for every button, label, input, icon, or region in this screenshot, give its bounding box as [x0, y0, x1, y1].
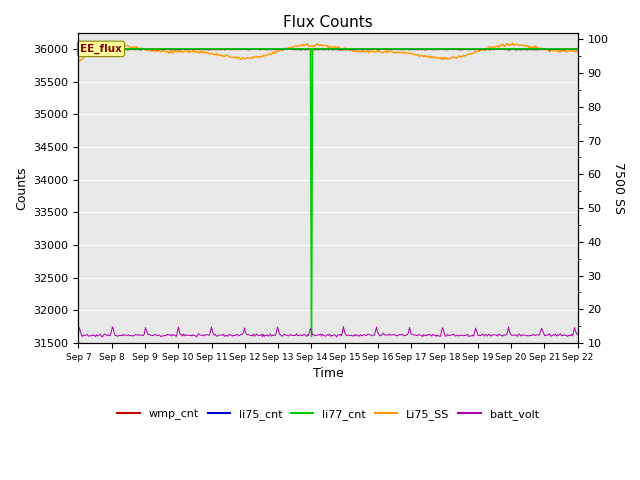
Title: Flux Counts: Flux Counts — [283, 15, 373, 30]
li77_cnt — [316, 46, 323, 52]
li75_cnt — [574, 46, 582, 52]
li75_cnt — [221, 47, 228, 52]
Li75_SS — [316, 42, 323, 48]
li77_cnt — [484, 46, 492, 52]
batt_volt — [99, 334, 106, 340]
Li75_SS — [313, 41, 321, 47]
li75_cnt — [313, 46, 321, 52]
li75_cnt — [374, 46, 381, 52]
batt_volt — [313, 333, 321, 338]
li77_cnt — [574, 46, 582, 52]
Legend: wmp_cnt, li75_cnt, li77_cnt, Li75_SS, batt_volt: wmp_cnt, li75_cnt, li77_cnt, Li75_SS, ba… — [113, 405, 543, 424]
batt_volt — [564, 334, 572, 339]
Line: Li75_SS: Li75_SS — [79, 43, 578, 61]
li77_cnt — [528, 46, 536, 52]
Li75_SS — [75, 58, 83, 64]
batt_volt — [486, 331, 493, 337]
Li75_SS — [564, 48, 572, 54]
li77_cnt — [372, 46, 380, 52]
li75_cnt — [564, 46, 572, 52]
Li75_SS — [509, 40, 516, 46]
Li75_SS — [372, 48, 380, 54]
X-axis label: Time: Time — [312, 367, 344, 380]
wmp_cnt — [574, 47, 582, 53]
Line: wmp_cnt: wmp_cnt — [79, 48, 578, 50]
li77_cnt — [308, 334, 316, 339]
batt_volt — [340, 324, 348, 329]
wmp_cnt — [337, 48, 344, 53]
wmp_cnt — [564, 47, 572, 52]
li75_cnt — [316, 46, 323, 52]
batt_volt — [316, 332, 323, 338]
li75_cnt — [75, 46, 83, 52]
batt_volt — [347, 333, 355, 338]
Line: li77_cnt: li77_cnt — [79, 49, 578, 336]
Y-axis label: Counts: Counts — [15, 166, 28, 210]
li75_cnt — [347, 46, 355, 52]
li77_cnt — [313, 46, 321, 52]
Text: EE_flux: EE_flux — [80, 44, 122, 54]
batt_volt — [574, 332, 582, 338]
li75_cnt — [486, 46, 493, 52]
wmp_cnt — [347, 47, 355, 52]
wmp_cnt — [316, 47, 323, 52]
wmp_cnt — [374, 47, 381, 52]
Li75_SS — [346, 46, 353, 52]
Li75_SS — [484, 44, 492, 50]
wmp_cnt — [284, 46, 291, 51]
Line: li75_cnt: li75_cnt — [79, 48, 578, 49]
Line: batt_volt: batt_volt — [79, 326, 578, 337]
li77_cnt — [75, 46, 83, 52]
li75_cnt — [330, 46, 337, 51]
wmp_cnt — [486, 47, 493, 53]
wmp_cnt — [75, 47, 83, 52]
li77_cnt — [564, 46, 572, 52]
Li75_SS — [574, 49, 582, 55]
Li75_SS — [76, 58, 83, 64]
Y-axis label: 7500 SS: 7500 SS — [612, 162, 625, 214]
batt_volt — [75, 329, 83, 335]
batt_volt — [374, 329, 381, 335]
wmp_cnt — [313, 47, 321, 53]
li77_cnt — [346, 46, 353, 52]
